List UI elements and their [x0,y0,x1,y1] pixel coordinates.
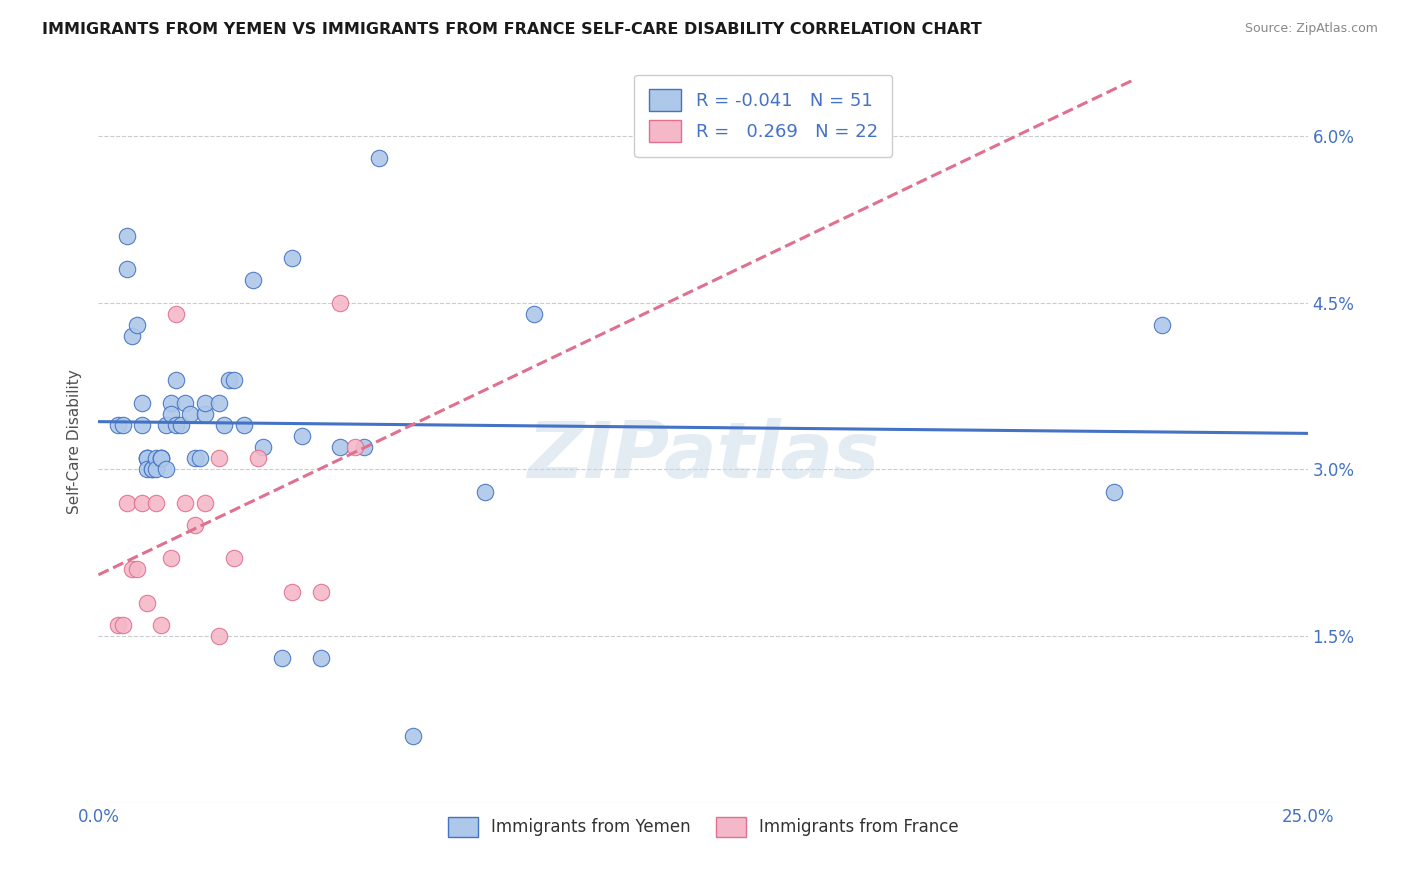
Point [160,395,183,409]
Point [184,451,207,466]
Point [111,417,134,432]
Point [145,462,167,476]
Point [252,440,274,454]
Point [174,496,197,510]
Point [141,462,163,476]
Point [188,451,211,466]
Point [160,551,183,566]
Point [343,440,366,454]
Point [117,496,139,510]
Legend: Immigrants from Yemen, Immigrants from France: Immigrants from Yemen, Immigrants from F… [436,805,970,848]
Point [368,151,391,165]
Point [194,395,217,409]
Point [150,451,173,466]
Point [179,407,201,421]
Point [208,629,231,643]
Point [131,417,153,432]
Point [165,417,187,432]
Point [135,462,157,476]
Point [309,584,332,599]
Point [523,307,546,321]
Point [135,451,157,466]
Point [174,395,197,409]
Text: Source: ZipAtlas.com: Source: ZipAtlas.com [1244,22,1378,36]
Point [165,307,187,321]
Point [271,651,294,665]
Point [117,228,139,243]
Point [247,451,270,466]
Point [135,596,157,610]
Point [127,318,149,332]
Point [145,496,167,510]
Point [127,562,149,576]
Point [208,395,231,409]
Point [155,462,177,476]
Point [117,262,139,277]
Point [121,562,143,576]
Text: ZIPatlas: ZIPatlas [527,418,879,494]
Point [107,417,129,432]
Point [111,618,134,632]
Point [141,462,163,476]
Point [474,484,496,499]
Point [135,451,157,466]
Point [309,651,332,665]
Point [184,517,207,532]
Point [155,417,177,432]
Point [1152,318,1174,332]
Point [107,618,129,632]
Point [290,429,312,443]
Point [131,496,153,510]
Point [131,395,153,409]
Point [222,551,245,566]
Point [208,451,231,466]
Point [150,451,173,466]
Point [150,618,173,632]
Point [402,729,425,743]
Point [232,417,254,432]
Point [329,295,352,310]
Point [169,417,191,432]
Point [194,407,217,421]
Point [1102,484,1125,499]
Point [165,373,187,387]
Text: IMMIGRANTS FROM YEMEN VS IMMIGRANTS FROM FRANCE SELF-CARE DISABILITY CORRELATION: IMMIGRANTS FROM YEMEN VS IMMIGRANTS FROM… [42,22,981,37]
Y-axis label: Self-Care Disability: Self-Care Disability [67,369,83,514]
Point [145,451,167,466]
Point [218,373,240,387]
Point [281,584,304,599]
Point [194,496,217,510]
Point [353,440,375,454]
Point [150,451,173,466]
Point [135,451,157,466]
Point [121,329,143,343]
Point [242,273,264,287]
Point [222,373,245,387]
Point [329,440,352,454]
Point [212,417,235,432]
Point [160,407,183,421]
Point [281,251,304,265]
